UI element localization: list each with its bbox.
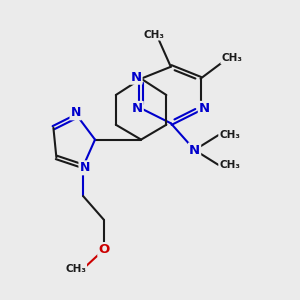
- Text: O: O: [98, 243, 110, 256]
- Text: CH₃: CH₃: [221, 53, 242, 64]
- Text: CH₃: CH₃: [65, 264, 86, 274]
- Text: N: N: [132, 102, 143, 115]
- Text: N: N: [130, 71, 142, 84]
- Text: N: N: [199, 102, 210, 115]
- Text: N: N: [80, 161, 90, 174]
- Text: CH₃: CH₃: [219, 160, 240, 170]
- Text: CH₃: CH₃: [219, 130, 240, 140]
- Text: N: N: [70, 106, 81, 119]
- Text: N: N: [189, 143, 200, 157]
- Text: CH₃: CH₃: [143, 30, 164, 40]
